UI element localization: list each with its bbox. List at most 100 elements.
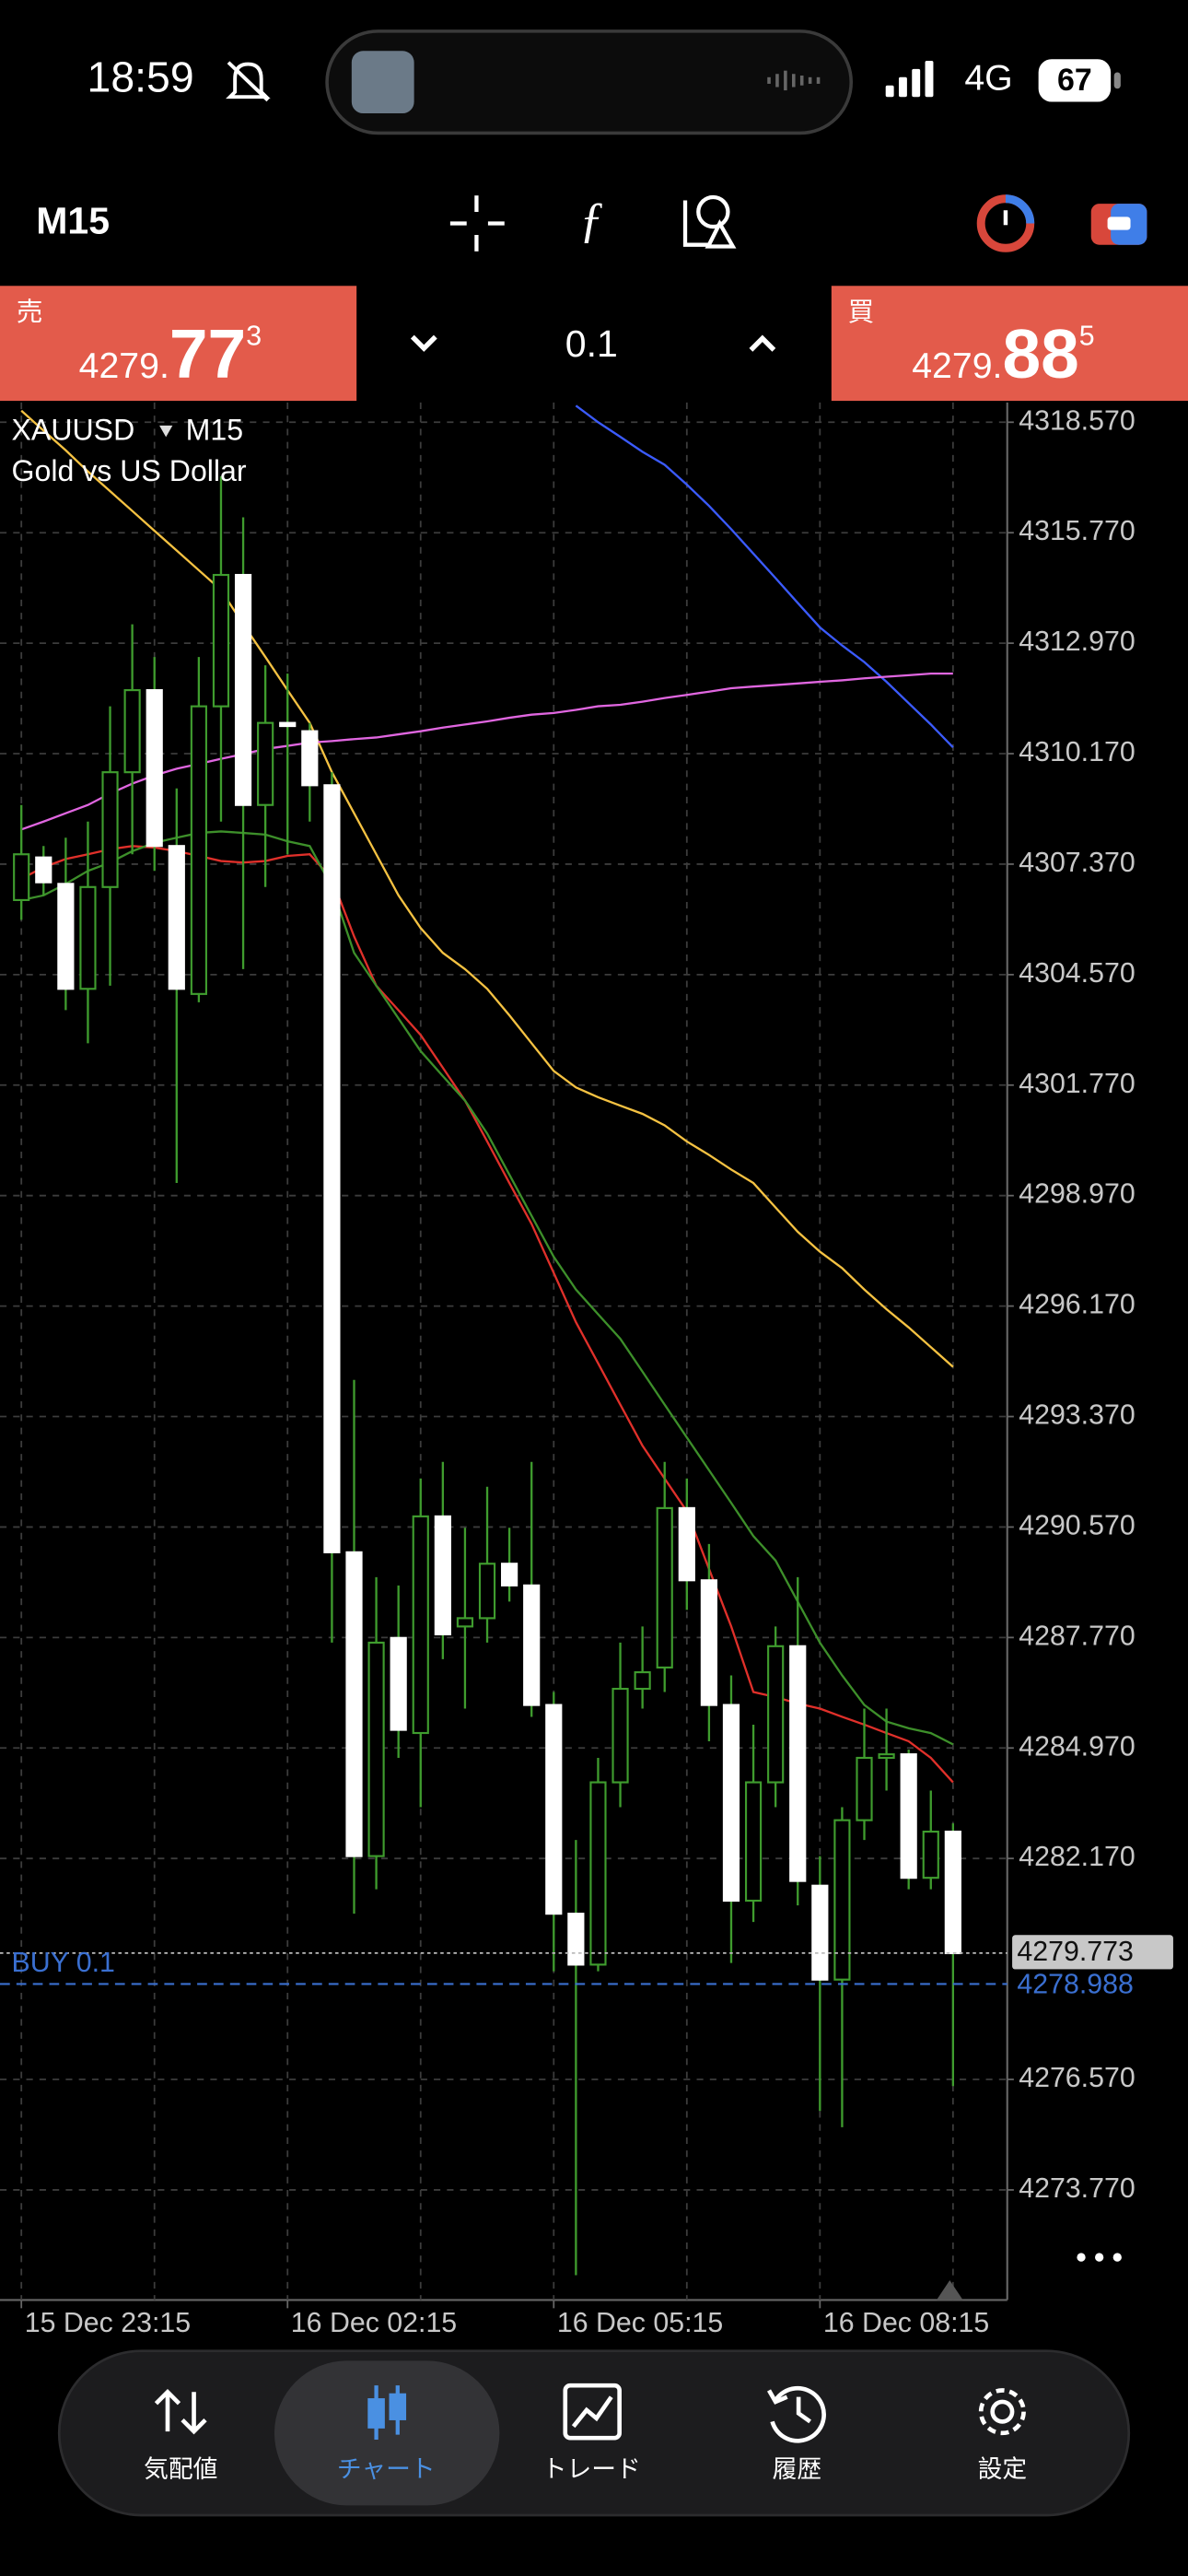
candle-body [833, 1819, 851, 1981]
candle-body [545, 1704, 563, 1915]
candle-body [523, 1584, 541, 1706]
signal-icon [885, 60, 934, 98]
position-price: 4278.988 [1017, 1969, 1133, 1999]
candle-body [700, 1579, 717, 1706]
y-tick-label: 4296.170 [1019, 1290, 1135, 1320]
objects-button[interactable] [682, 194, 737, 249]
x-tick-label: 16 Dec 08:15 [823, 2308, 989, 2338]
candle-body [234, 573, 252, 806]
position-price-box [1012, 1969, 1173, 2001]
y-tick-label: 4298.970 [1019, 1179, 1135, 1210]
candle-body [190, 705, 207, 995]
tab-label[interactable]: チャート [337, 2455, 436, 2483]
candle-body [412, 1515, 429, 1735]
scroll-marker [937, 2280, 963, 2301]
sell-label: 売 [17, 298, 43, 327]
dynamic-island [325, 29, 854, 135]
clock: 18:59 [87, 53, 194, 101]
bid-label-box [1012, 1935, 1173, 1970]
indicator-line [20, 409, 954, 1368]
candle-body [922, 1831, 939, 1879]
buy-button[interactable] [831, 286, 1188, 402]
candle-body [456, 1617, 474, 1628]
symbol-description: Gold vs US Dollar [11, 454, 246, 487]
sell-price: 4279.773 [79, 315, 262, 392]
candle-body [212, 573, 230, 708]
y-tick-label: 4310.170 [1019, 737, 1135, 767]
y-tick-label: 4315.770 [1019, 516, 1135, 546]
y-tick-label: 4293.370 [1019, 1400, 1135, 1431]
sell-price-tail: 3 [246, 321, 262, 351]
candle-body [57, 883, 75, 990]
app-thumbnail [351, 51, 414, 114]
lot-decrease[interactable] [410, 334, 437, 352]
symbol[interactable]: XAUUSD [11, 413, 134, 446]
crosshair-button[interactable] [449, 195, 505, 252]
y-tick-label: 4290.570 [1019, 1510, 1135, 1540]
candle-body [611, 1687, 629, 1784]
candle-body [434, 1515, 451, 1636]
buy-price: 4279.885 [912, 315, 1094, 392]
silent-icon [226, 61, 271, 102]
candle-body [279, 721, 297, 728]
timeframe-button[interactable]: M15 [36, 199, 110, 241]
tab-label[interactable]: 設定 [978, 2455, 1028, 2483]
indicators-button[interactable]: ƒ [579, 193, 604, 248]
chart-overlay: 4318.570 4315.770 4312.970 4310.170 4307.370… [0, 405, 1173, 2338]
symbol-menu-arrow[interactable] [159, 425, 173, 438]
battery-tip [1113, 72, 1121, 89]
battery-level: 67 [1057, 63, 1092, 98]
position-label[interactable]: BUY 0.1 [11, 1948, 114, 1978]
signals-button[interactable] [976, 194, 1035, 252]
candle-body [168, 845, 185, 990]
x-tick-label: 16 Dec 05:15 [557, 2308, 723, 2338]
y-tick-label: 4304.570 [1019, 958, 1135, 989]
candle-body [767, 1645, 785, 1784]
candle-body [257, 721, 274, 806]
candle-body [501, 1563, 518, 1587]
candle-body [35, 856, 52, 884]
candle-body [478, 1563, 496, 1620]
history-icon [767, 2385, 826, 2443]
candle-body [789, 1645, 807, 1882]
battery [1038, 59, 1112, 102]
candle-body [101, 771, 119, 888]
y-tick-label: 4287.770 [1019, 1621, 1135, 1651]
indicator-line [575, 404, 954, 748]
candle-body [146, 689, 163, 848]
plot-area [13, 404, 961, 2276]
candle-body [722, 1704, 740, 1903]
candle-body [811, 1884, 829, 1981]
trade-button[interactable] [1090, 204, 1147, 245]
trade-icon [563, 2383, 622, 2441]
buy-price-head: 4279. [912, 345, 1002, 386]
tab-label[interactable]: 気配値 [144, 2455, 217, 2483]
candle-body [390, 1636, 407, 1731]
candle-body [856, 1756, 873, 1821]
bid-label: 4279.773 [1017, 1937, 1133, 1967]
x-tick-label: 16 Dec 02:15 [291, 2308, 457, 2338]
quotes-icon [154, 2389, 207, 2435]
candle-body [367, 1641, 385, 1857]
chart-timeframe: M15 [186, 413, 243, 446]
y-tick-label: 4276.570 [1019, 2063, 1135, 2093]
indicator-line [20, 672, 953, 831]
tab-label[interactable]: トレード [542, 2455, 641, 2483]
sell-price-head: 4279. [79, 345, 169, 386]
tab-label[interactable]: 履歴 [773, 2455, 822, 2483]
x-tick-label: 15 Dec 23:15 [25, 2308, 191, 2338]
lot-increase[interactable] [749, 334, 776, 352]
candle-body [589, 1781, 607, 1966]
candle-body [634, 1670, 651, 1691]
more-button[interactable] [1077, 2253, 1122, 2262]
lot-size[interactable]: 0.1 [565, 322, 618, 365]
y-tick-label: 4318.570 [1019, 405, 1135, 436]
candle-body [123, 689, 141, 774]
candle-body [345, 1551, 363, 1857]
candle-body [323, 784, 341, 1553]
candle-body [944, 1831, 961, 1955]
sell-button[interactable] [0, 286, 357, 402]
buy-label: 買 [848, 298, 875, 327]
